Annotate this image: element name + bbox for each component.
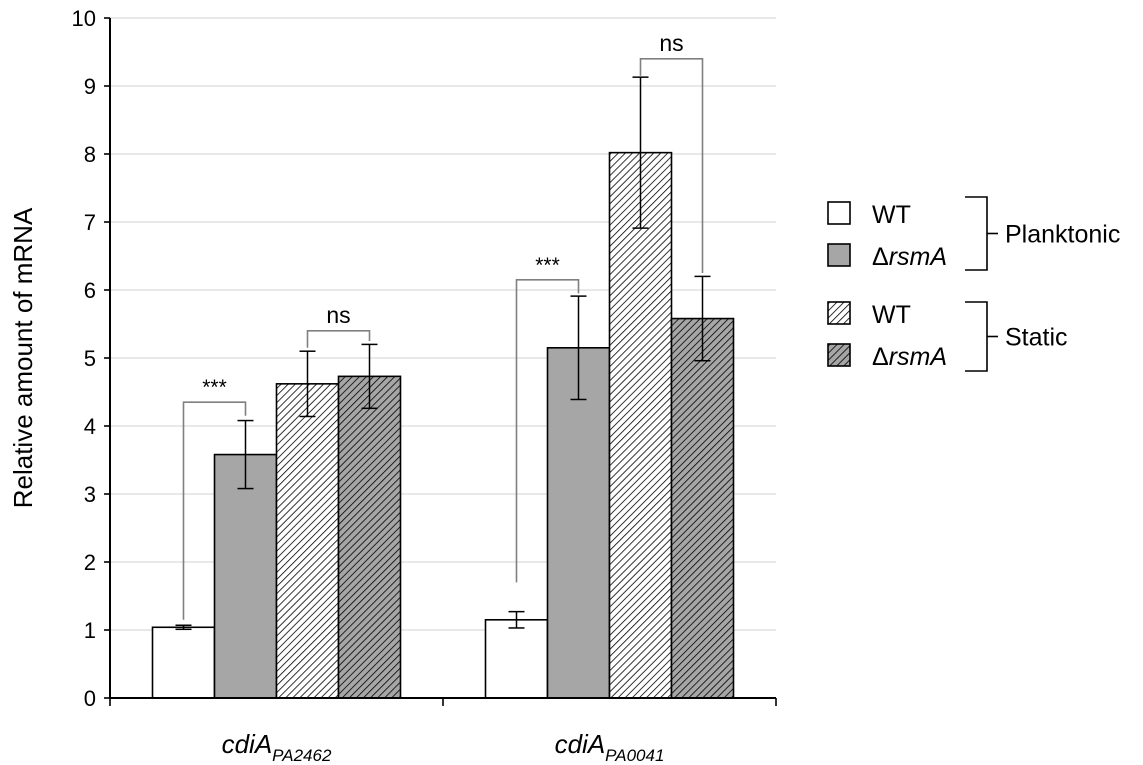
significance-label: ns [659, 30, 683, 56]
legend: WT ΔrsmA WT ΔrsmA Planktonic Static [827, 196, 1120, 372]
significance-brackets: *** ns *** ns [182, 30, 704, 620]
y-tick-label: 7 [84, 210, 96, 235]
y-tick-label: 6 [84, 278, 96, 303]
legend-label: ΔrsmA [872, 243, 947, 271]
y-axis-label: Relative amount of mRNA [8, 207, 38, 508]
x-tick-label: cdiAPA2462 [222, 729, 332, 765]
legend-bracket [965, 196, 988, 271]
significance-bracket [639, 57, 704, 273]
significance-label: *** [535, 254, 560, 277]
y-tick-label: 3 [84, 482, 96, 507]
y-tick-label: 5 [84, 346, 96, 371]
legend-label: WT [872, 301, 911, 329]
bar [151, 626, 216, 699]
legend-label: ΔrsmA [872, 343, 947, 371]
bars [151, 76, 735, 699]
bar [670, 317, 735, 699]
x-tick-label: cdiAPA0041 [555, 729, 665, 765]
legend-swatch [827, 343, 851, 367]
significance-bracket [306, 329, 371, 348]
bar [337, 375, 402, 699]
significance-label: ns [326, 302, 350, 328]
legend-bracket [965, 301, 988, 372]
bar [546, 346, 611, 699]
bar [608, 151, 673, 699]
y-tick-label: 9 [84, 74, 96, 99]
bar [213, 453, 278, 699]
legend-swatch [827, 243, 851, 267]
y-tick-label: 4 [84, 414, 96, 439]
bar [275, 383, 340, 699]
y-tick-label: 10 [72, 6, 96, 31]
legend-swatch [827, 301, 851, 325]
axes: 0 1 2 3 4 5 6 7 8 9 10 cdiAPA2462 cdiAPA0041 [72, 6, 777, 765]
significance-label: *** [202, 376, 227, 399]
significance-bracket [182, 401, 247, 620]
legend-group-label: Static [1005, 324, 1068, 352]
bar [484, 618, 549, 699]
significance-bracket [515, 278, 580, 583]
y-tick-label: 0 [84, 686, 96, 711]
legend-group-label: Planktonic [1005, 221, 1120, 249]
legend-swatch [827, 201, 851, 225]
y-tick-label: 2 [84, 550, 96, 575]
y-tick-label: 1 [84, 618, 96, 643]
legend-label: WT [872, 201, 911, 229]
y-tick-label: 8 [84, 142, 96, 167]
